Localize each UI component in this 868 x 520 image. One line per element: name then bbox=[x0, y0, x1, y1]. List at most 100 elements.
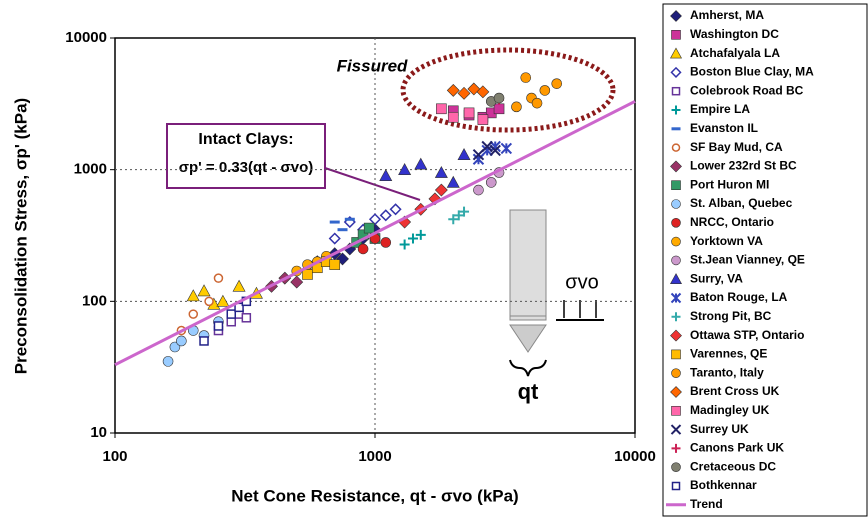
marker bbox=[197, 284, 211, 297]
marker bbox=[290, 275, 304, 289]
legend-label: Boston Blue Clay, MA bbox=[690, 65, 814, 79]
marker bbox=[671, 199, 681, 209]
marker bbox=[457, 148, 471, 160]
marker bbox=[407, 233, 418, 244]
x-tick-label: 1000 bbox=[358, 448, 391, 465]
legend-label: Madingley UK bbox=[690, 403, 770, 417]
legend-label: Taranto, Italy bbox=[690, 365, 764, 379]
marker bbox=[199, 336, 209, 346]
marker bbox=[477, 114, 489, 125]
y-tick-label: 10000 bbox=[65, 29, 107, 46]
marker bbox=[176, 335, 187, 347]
marker bbox=[446, 175, 460, 188]
marker bbox=[473, 184, 484, 196]
marker bbox=[669, 47, 683, 59]
marker bbox=[493, 92, 505, 104]
marker bbox=[328, 232, 341, 245]
marker bbox=[453, 210, 464, 221]
cone-icon bbox=[509, 209, 604, 377]
annotation: σvo bbox=[565, 271, 598, 293]
marker bbox=[493, 103, 505, 115]
marker bbox=[459, 206, 470, 217]
marker bbox=[476, 85, 490, 99]
legend-label: Colebrook Road BC bbox=[690, 83, 804, 97]
legend-label: Empire LA bbox=[690, 102, 750, 116]
marker bbox=[481, 140, 493, 153]
marker bbox=[226, 316, 237, 327]
marker bbox=[434, 165, 448, 178]
marker bbox=[472, 148, 485, 161]
marker bbox=[520, 72, 532, 83]
marker bbox=[379, 209, 392, 222]
marker bbox=[671, 236, 681, 247]
legend-label: Surrey UK bbox=[690, 422, 749, 436]
marker bbox=[380, 237, 392, 248]
marker bbox=[489, 144, 501, 157]
marker bbox=[329, 259, 341, 270]
legend-label: St.Jean Vianney, QE bbox=[690, 253, 805, 267]
legend bbox=[662, 3, 868, 517]
marker bbox=[670, 66, 682, 78]
legend-label: Surry, VA bbox=[690, 271, 743, 285]
annotation: qt bbox=[518, 379, 539, 404]
legend-label: Evanston IL bbox=[690, 121, 758, 135]
legend-label: Brent Cross UK bbox=[690, 384, 780, 398]
marker bbox=[368, 213, 382, 226]
marker bbox=[434, 183, 448, 197]
marker bbox=[226, 309, 237, 319]
marker bbox=[415, 229, 426, 240]
marker bbox=[671, 29, 681, 40]
marker bbox=[671, 143, 681, 152]
marker bbox=[357, 243, 369, 255]
marker bbox=[232, 279, 246, 292]
annotation: Intact Clays: bbox=[198, 131, 293, 148]
legend-label: NRCC, Ontario bbox=[690, 215, 774, 229]
legend-label: SF Bay Mud, CA bbox=[690, 140, 783, 154]
marker bbox=[414, 157, 428, 170]
marker bbox=[379, 169, 393, 181]
legend-label: Trend bbox=[690, 497, 723, 511]
marker bbox=[670, 160, 682, 173]
marker bbox=[671, 368, 681, 379]
marker bbox=[204, 296, 214, 307]
marker bbox=[670, 329, 682, 342]
legend-label: Washington DC bbox=[690, 27, 779, 41]
marker bbox=[213, 273, 224, 283]
marker bbox=[399, 239, 410, 250]
y-tick-label: 10 bbox=[90, 424, 107, 441]
marker bbox=[670, 10, 682, 22]
marker bbox=[671, 180, 681, 190]
legend-label: Strong Pit, BC bbox=[690, 309, 772, 323]
marker bbox=[671, 218, 681, 228]
marker bbox=[531, 97, 543, 109]
legend-label: Bothkennar bbox=[690, 478, 757, 492]
marker bbox=[671, 443, 681, 453]
marker bbox=[670, 386, 682, 398]
marker bbox=[436, 103, 447, 115]
marker bbox=[447, 111, 459, 123]
legend-label: Varennes, QE bbox=[690, 347, 767, 361]
marker bbox=[302, 269, 313, 280]
annotation: Fissured bbox=[337, 56, 408, 75]
marker bbox=[398, 163, 412, 175]
marker bbox=[457, 86, 471, 100]
annotation-arrow bbox=[324, 167, 421, 201]
y-tick-label: 100 bbox=[82, 292, 107, 309]
legend-label: Cretaceous DC bbox=[690, 459, 776, 473]
legend-label: Baton Rouge, LA bbox=[690, 290, 788, 304]
marker bbox=[671, 462, 681, 473]
annotation-box bbox=[166, 123, 326, 189]
marker bbox=[671, 255, 681, 266]
marker bbox=[671, 312, 681, 322]
marker bbox=[428, 192, 442, 206]
marker bbox=[500, 142, 513, 155]
marker bbox=[551, 78, 563, 89]
marker bbox=[389, 203, 402, 216]
legend-label: Canons Park UK bbox=[690, 441, 784, 455]
marker bbox=[463, 107, 475, 119]
marker bbox=[511, 101, 522, 113]
marker bbox=[539, 85, 551, 96]
legend-label: St. Alban, Quebec bbox=[690, 196, 793, 210]
legend-label: Ottawa STP, Ontario bbox=[690, 328, 804, 342]
